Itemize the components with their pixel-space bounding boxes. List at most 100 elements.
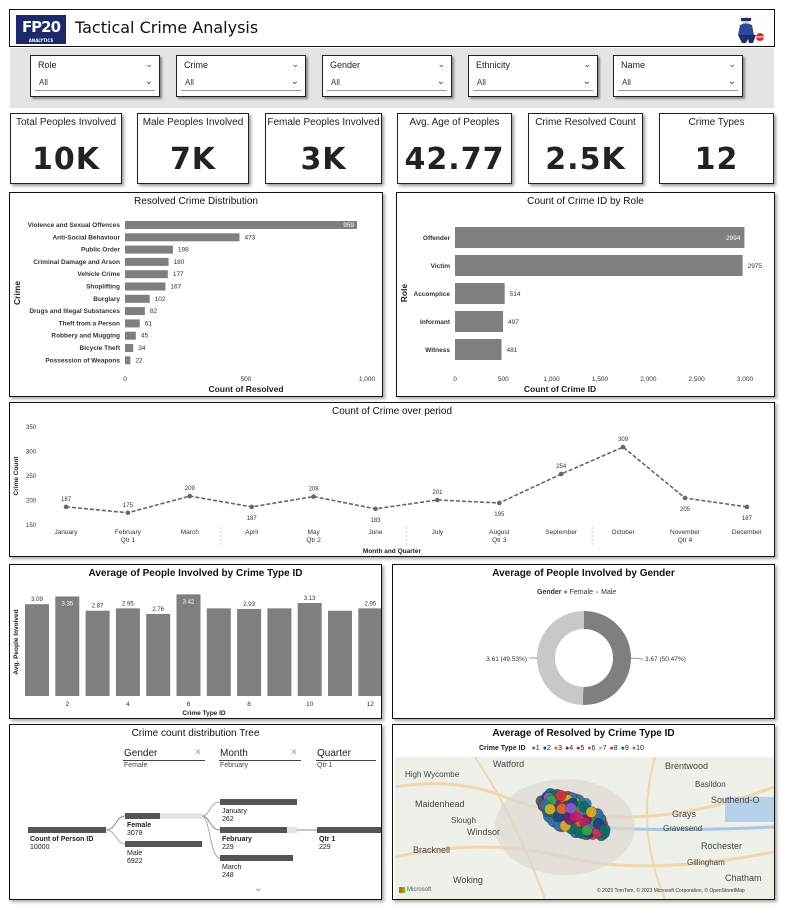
kpi-female-people: Female Peoples Involved 3K [265,113,382,184]
tree-bar[interactable] [220,827,287,833]
x-tick-label: 1,500 [592,376,609,383]
bar [125,344,134,352]
kpi-total-people: Total Peoples Involved 10K [10,113,122,184]
resolved-crime-chart[interactable]: Resolved Crime Distribution Violence and… [9,192,383,397]
legend-label: 5 [580,745,585,752]
tree-bar[interactable] [220,855,294,861]
crime-over-period-chart[interactable]: Count of Crime over period 150 200 250 300 3… [9,402,775,557]
slicer-dropdown[interactable]: All ⌄ [327,76,447,91]
tree-bar[interactable] [125,841,202,847]
slicer-dropdown[interactable]: All ⌄ [181,76,301,91]
kpi-label: Crime Types [688,117,745,128]
y-axis-label: Role [399,284,409,303]
bar [125,233,240,242]
data-label: 309 [618,437,629,443]
crime-by-role-chart[interactable]: Count of Crime ID by Role Offender 2994 Vi… [396,192,775,397]
x-tick-label: May [307,529,320,536]
legend-item[interactable]: ●10 [632,745,644,752]
x-axis-label: Count of Crime ID [524,384,596,394]
data-point [125,510,131,516]
avg-people-svg: 3.09 3.35 2.87 2.95 2.76 3.42 2.93 3.13 2.95 2 4 6 8… [13,594,381,717]
slicer-crime[interactable]: Crime ⌄ All ⌄ [176,55,306,97]
slicer-dropdown[interactable]: All ⌄ [35,76,155,91]
place-label: Woking [453,875,483,885]
collapse-icon[interactable]: ⌄ [728,59,736,69]
tree-bar[interactable] [125,813,160,819]
chevron-down-icon[interactable]: ⌄ [254,883,263,894]
data-label: 3.13 [304,596,316,602]
data-label: 208 [309,487,320,493]
tree-level-quarter[interactable]: Quarter [317,748,351,759]
collapse-icon[interactable]: ⌄ [145,59,153,69]
data-label: 187 [742,516,753,522]
collapse-icon[interactable]: ⌄ [437,59,445,69]
x-tick-label: 10 [306,701,314,708]
slicer-role[interactable]: Role ⌄ All ⌄ [30,55,160,97]
y-axis-label: Crime [12,281,22,305]
tree-level-filter: Qtr 1 [317,762,333,769]
close-icon[interactable]: × [195,747,201,758]
bar [85,610,110,696]
place-label: Brentwood [665,761,708,771]
data-label: 61 [145,320,153,327]
slicer-ethnicity[interactable]: Ethnicity ⌄ All ⌄ [468,55,598,97]
tree-quarter-bar[interactable] [317,827,381,833]
slicer-name[interactable]: Name ⌄ All ⌄ [613,55,743,97]
x-axis-label: Crime Type ID [182,710,226,717]
slicer-value: All [331,78,340,87]
category-label: Offender [423,235,451,242]
tree-root-label: Count of Person ID [30,836,94,843]
chart-title: Resolved Crime Distribution [134,196,258,207]
x-tick-label: November [670,529,701,536]
bar [125,257,169,266]
company-logo: FP20 ANALYTICS [16,15,66,44]
category-label: Accomplice [414,291,451,298]
collapse-icon[interactable]: ⌄ [583,59,591,69]
legend-item[interactable]: ●2 [543,745,551,752]
legend-dot: ● [620,745,625,752]
legend-item[interactable]: ●4 [565,745,573,752]
legend-item[interactable]: ●8 [610,745,618,752]
quarter-label: Qtr 4 [678,537,693,544]
tree-level-gender[interactable]: Gender [124,748,158,759]
legend-item[interactable]: ●1 [532,745,540,752]
crime-map[interactable]: Average of Resolved by Crime Type ID Cri… [392,724,775,900]
kpi-crime-resolved: Crime Resolved Count 2.5K [528,113,643,184]
place-label: Bracknell [413,845,450,855]
category-label: Violence and Sexual Offences [28,222,121,229]
chevron-down-icon: ⌄ [290,76,299,87]
data-label: 2975 [748,263,763,270]
bar [328,610,352,696]
resolved-crime-svg: Violence and Sexual Offences 959 Anti-Soci… [12,221,376,394]
data-label: 497 [508,319,519,326]
quarter-label: Qtr 1 [121,537,136,544]
avg-people-by-gender-chart[interactable]: Average of People Involved by Gender Gen… [392,564,775,719]
legend-item[interactable]: ●7 [598,745,606,752]
tree-root-bar[interactable] [28,827,106,833]
legend-dot: ● [576,745,581,752]
slicer-dropdown[interactable]: All ⌄ [618,76,738,91]
tree-connectors [105,801,317,859]
x-tick-label: June [368,529,382,536]
tree-bar-track[interactable] [125,813,202,819]
collapse-icon[interactable]: ⌄ [291,59,299,69]
bar [455,311,504,332]
close-icon[interactable]: × [291,747,297,758]
decomposition-tree[interactable]: Crime count distribution Tree Gender Fem… [9,724,382,900]
slicer-gender[interactable]: Gender ⌄ All ⌄ [322,55,452,97]
x-tick-label: 3,000 [737,376,754,383]
tree-bar[interactable] [220,799,297,805]
bar [115,608,140,696]
legend-item[interactable]: ●6 [587,745,595,752]
legend-item[interactable]: ●3 [554,745,562,752]
data-label: 514 [510,291,521,298]
tree-level-month[interactable]: Month [220,748,248,759]
legend-label: 2 [546,745,551,752]
avg-people-by-type-chart[interactable]: Average of People Involved by Crime Type… [9,564,382,719]
map-canvas[interactable]: High Wycombe Watford Brentwood Basildon Maid… [395,757,774,899]
data-point [744,504,750,510]
slicer-dropdown[interactable]: All ⌄ [473,76,593,91]
legend-item[interactable]: ●5 [576,745,584,752]
leader-line [630,657,644,660]
legend-item[interactable]: ●9 [621,745,629,752]
